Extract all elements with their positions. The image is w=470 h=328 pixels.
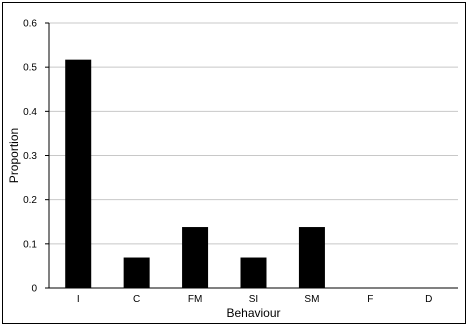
x-tick-label: C xyxy=(133,294,140,305)
x-tick-label: I xyxy=(77,294,80,305)
x-tick-label: F xyxy=(367,294,373,305)
x-tick-labels: I C FM SI SM F D xyxy=(77,294,433,305)
bar-c xyxy=(124,258,150,288)
y-axis-title: Proportion xyxy=(7,128,21,183)
x-tick-label: SI xyxy=(249,294,258,305)
x-tick-label: SM xyxy=(304,294,319,305)
y-tick-labels: 0 0.1 0.2 0.3 0.4 0.5 0.6 xyxy=(23,19,49,295)
x-tick-label: D xyxy=(425,294,432,305)
gridlines xyxy=(49,23,458,244)
bar-i xyxy=(65,60,91,288)
y-tick-label: 0 xyxy=(31,284,37,295)
bar-sm xyxy=(299,227,325,288)
y-tick-label: 0.6 xyxy=(23,19,37,30)
y-tick-label: 0.4 xyxy=(23,107,37,118)
bar-si xyxy=(241,258,267,288)
x-axis-title: Behaviour xyxy=(226,306,280,320)
y-tick-label: 0.1 xyxy=(23,239,37,250)
y-tick-label: 0.3 xyxy=(23,151,37,162)
x-tick-label: FM xyxy=(188,294,202,305)
bar-fm xyxy=(182,227,208,288)
y-tick-label: 0.5 xyxy=(23,63,37,74)
bars xyxy=(65,60,325,288)
y-tick-label: 0.2 xyxy=(23,195,37,206)
